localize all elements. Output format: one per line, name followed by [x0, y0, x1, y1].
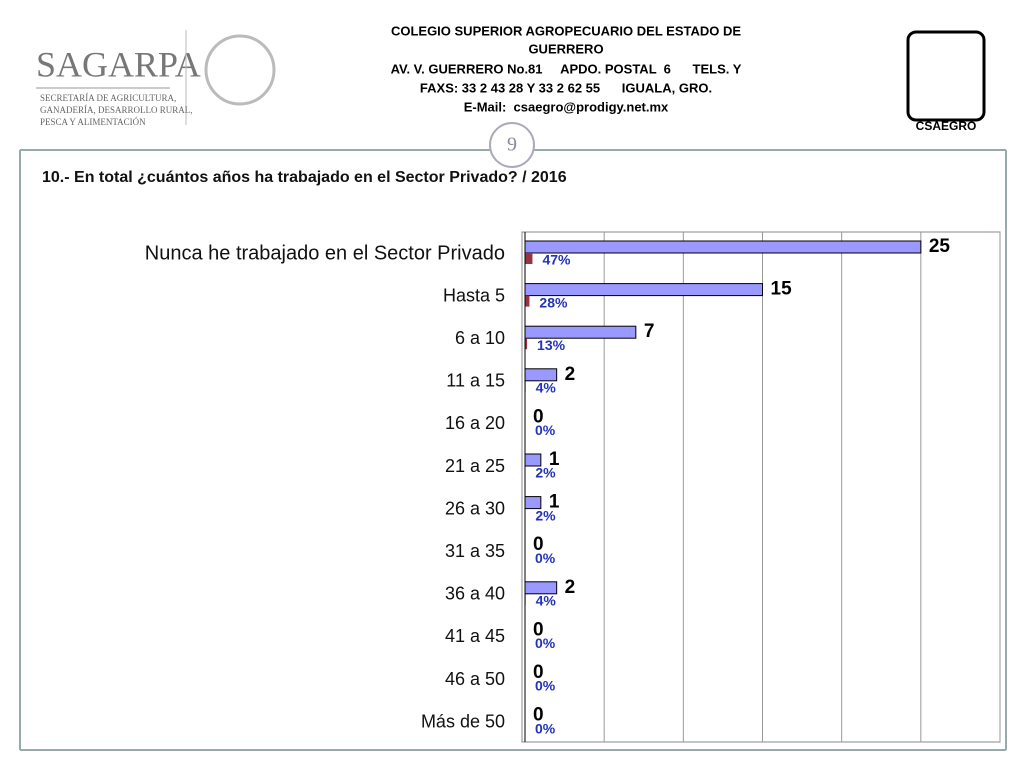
- header-line: GUERRERO: [528, 41, 603, 56]
- header-line: AV. V. GUERRERO No.81 APDO. POSTAL 6 TEL…: [391, 61, 742, 76]
- percent-bar: [525, 253, 532, 264]
- question: 10.- En total ¿cuántos años ha trabajado…: [42, 169, 567, 186]
- logo-left-name: SAGARPA: [36, 44, 201, 84]
- category-label: Más de 50: [421, 711, 505, 731]
- logo-left-line: GANADERÍA, DESARROLLO RURAL,: [40, 105, 193, 115]
- header-line: COLEGIO SUPERIOR AGROPECUARIO DEL ESTADO…: [391, 23, 741, 38]
- count-bar: [525, 241, 921, 253]
- category-label: 6 a 10: [455, 328, 505, 348]
- page-number: 9: [507, 134, 517, 156]
- count-label: 7: [644, 321, 655, 342]
- logo-left-line: SECRETARÍA DE AGRICULTURA,: [40, 93, 176, 103]
- percent-label: 0%: [535, 550, 556, 566]
- category-label: 36 a 40: [445, 584, 505, 604]
- category-label: Hasta 5: [443, 285, 505, 305]
- count-label: 2: [565, 364, 576, 385]
- percent-label: 2%: [535, 507, 556, 523]
- category-label: 11 a 15: [446, 371, 505, 391]
- category-label: 21 a 25: [445, 456, 505, 476]
- logo-left-line: PESCA Y ALIMENTACIÓN: [40, 117, 146, 127]
- category-label: 41 a 45: [445, 626, 505, 646]
- percent-label: 0%: [535, 720, 556, 736]
- count-label: 15: [771, 279, 793, 300]
- header-line: E-Mail: csaegro@prodigy.net.mx: [464, 99, 669, 114]
- header-line: FAXS: 33 2 43 28 Y 33 2 62 55 IGUALA, GR…: [420, 80, 712, 95]
- count-label: 2: [565, 577, 576, 598]
- plot-area: [522, 232, 1000, 742]
- percent-label: 13%: [537, 337, 566, 353]
- percent-label: 4%: [536, 593, 557, 609]
- percent-label: 28%: [539, 294, 568, 310]
- percent-label: 2%: [535, 465, 556, 481]
- percent-bar: [525, 296, 529, 307]
- count-label: 25: [929, 236, 951, 257]
- percent-label: 0%: [535, 635, 556, 651]
- category-label: 31 a 35: [445, 541, 505, 561]
- percent-label: 47%: [542, 252, 571, 268]
- percent-label: 0%: [535, 678, 556, 694]
- category-label: 46 a 50: [445, 669, 505, 689]
- category-label: Nunca he trabajado en el Sector Privado: [145, 242, 505, 264]
- category-label: 26 a 30: [445, 498, 505, 518]
- category-label: 16 a 20: [445, 413, 505, 433]
- logo-right-name: CSAEGRO: [916, 119, 977, 133]
- percent-label: 4%: [536, 380, 557, 396]
- percent-label: 0%: [535, 422, 556, 438]
